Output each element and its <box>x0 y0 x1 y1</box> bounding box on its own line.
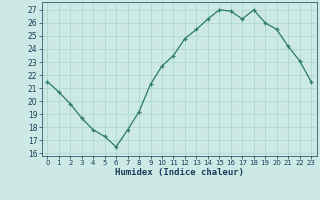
X-axis label: Humidex (Indice chaleur): Humidex (Indice chaleur) <box>115 168 244 177</box>
